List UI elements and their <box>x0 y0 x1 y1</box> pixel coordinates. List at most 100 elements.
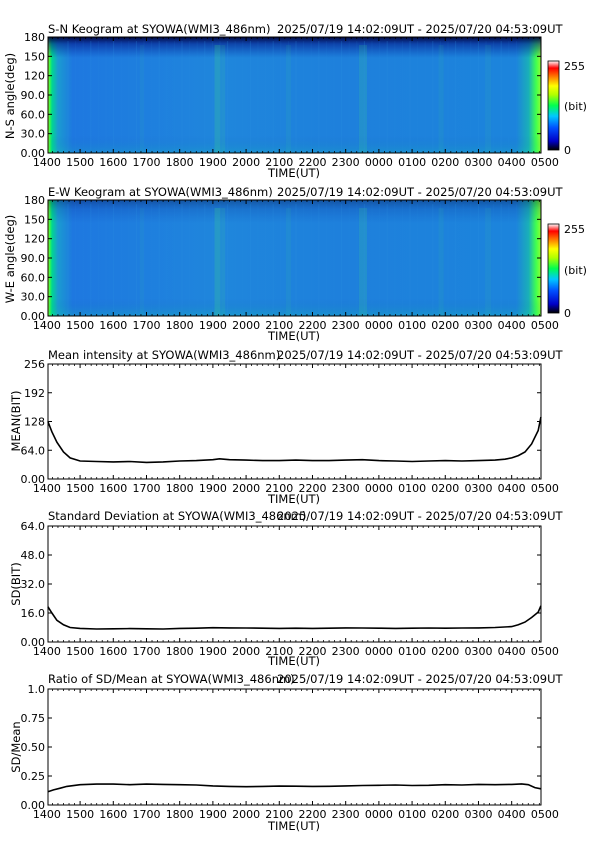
sn-keogram-x-tick-label: 0300 <box>464 156 492 169</box>
sn-keogram-x-tick-label: 2100 <box>265 156 293 169</box>
sn-keogram-time-range: 2025/07/19 14:02:09UT - 2025/07/20 04:53… <box>277 22 563 36</box>
sn-keogram-x-tick-label: 1700 <box>132 156 160 169</box>
sd-mean-ratio-x-axis: 1400 1500 1600 1700 1800 1900 2000 2100 2200 2300… <box>33 689 559 821</box>
sn-keogram-x-tick-label: 0000 <box>365 156 393 169</box>
sd-mean-ratio-x-tick-label: 1900 <box>199 808 227 821</box>
std-dev-x-tick-label: 0200 <box>431 645 459 658</box>
sd-mean-ratio-x-tick-label: 0500 <box>531 808 559 821</box>
mean-intensity-x-tick-label: 1900 <box>199 482 227 495</box>
keogram-emission-stripe <box>285 208 291 316</box>
sn-keogram-x-tick-label: 2300 <box>332 156 360 169</box>
mean-intensity-x-tick-label: 0500 <box>531 482 559 495</box>
ew-keogram-time-range: 2025/07/19 14:02:09UT - 2025/07/20 04:53… <box>277 185 563 199</box>
std-dev-y-axis: 0.00 16.0 32.0 48.0 64.0 <box>21 520 541 649</box>
ew-keogram-x-tick-label: 0100 <box>398 319 426 332</box>
sd-mean-ratio-x-tick-label: 1700 <box>132 808 160 821</box>
sd-mean-ratio-y-tick-label: 0.50 <box>21 741 46 754</box>
std-dev-y-tick-label: 16.0 <box>21 607 46 620</box>
ew-keogram-x-tick-label: 1800 <box>166 319 194 332</box>
ew-keogram-x-tick-label: 1600 <box>99 319 127 332</box>
sd-mean-ratio-x-tick-label: 2300 <box>332 808 360 821</box>
std-dev-x-tick-label: 1900 <box>199 645 227 658</box>
mean-intensity-y-label: MEAN(BIT) <box>9 391 23 452</box>
ew-keogram-x-tick-label: 2000 <box>232 319 260 332</box>
std-dev-series-line <box>47 605 542 630</box>
mean-intensity-x-tick-label: 2300 <box>332 482 360 495</box>
sd-mean-ratio-x-tick-label: 0200 <box>431 808 459 821</box>
sd-mean-ratio-x-tick-label: 0000 <box>365 808 393 821</box>
sd-mean-ratio-x-tick-label: 1800 <box>166 808 194 821</box>
sn-keogram-y-label: N-S angle(deg) <box>3 53 17 139</box>
ew-keogram-x-tick-label: 0500 <box>531 319 559 332</box>
std-dev-y-label: SD(BIT) <box>9 562 23 605</box>
sn-colorbar-min-label: 0 <box>564 144 571 157</box>
std-dev-y-tick-label: 48.0 <box>21 549 46 562</box>
ew-keogram-shading <box>48 200 541 316</box>
sn-keogram-x-axis: 1400 1500 1600 1700 1800 1900 2000 2100 2200 2300… <box>33 37 559 169</box>
mean-intensity-x-tick-label: 1600 <box>99 482 127 495</box>
sd-mean-ratio-x-tick-label: 2000 <box>232 808 260 821</box>
sn-keogram-title: S-N Keogram at SYOWA(WMI3_486nm) <box>48 22 270 36</box>
ew-keogram-y-tick-label: 90.0 <box>21 252 46 265</box>
mean-intensity-series-line <box>47 416 542 464</box>
std-dev-y-tick-label: 32.0 <box>21 578 46 591</box>
ew-keogram-y-tick-label: 150 <box>24 213 45 226</box>
ew-keogram-y-tick-label: 180 <box>24 194 45 207</box>
sn-colorbar-max-label: 255 <box>564 60 585 73</box>
mean-intensity-x-tick-label: 0200 <box>431 482 459 495</box>
ew-colorbar-unit-label: (bit) <box>564 264 587 277</box>
sn-keogram-x-tick-label: 2000 <box>232 156 260 169</box>
mean-intensity-y-tick-label: 192 <box>24 387 45 400</box>
std-dev-panel: Standard Deviation at SYOWA(WMI3_486nm) … <box>9 509 563 668</box>
keogram-emission-stripe <box>358 45 367 153</box>
mean-intensity-x-tick-label: 2000 <box>232 482 260 495</box>
sn-keogram-y-axis: 0.00 30.0 60.0 90.0 120 150 180 <box>21 31 541 160</box>
sn-colorbar-unit-label: (bit) <box>564 100 587 113</box>
keogram-emission-stripe <box>221 208 226 316</box>
sd-mean-ratio-y-axis: 0.00 0.25 0.50 0.75 1.0 <box>21 683 541 812</box>
keogram-emission-stripe <box>214 208 221 316</box>
sn-keogram-x-tick-label: 1500 <box>66 156 94 169</box>
sn-keogram-x-tick-label: 2200 <box>298 156 326 169</box>
ew-keogram-x-tick-label: 1900 <box>199 319 227 332</box>
ew-keogram-x-tick-label: 1400 <box>33 319 61 332</box>
keogram-emission-stripe <box>139 208 144 316</box>
sn-keogram-texture <box>67 41 517 153</box>
sn-keogram-panel: S-N Keogram at SYOWA(WMI3_486nm) 2025/07… <box>3 22 587 180</box>
mean-intensity-x-tick-label: 0000 <box>365 482 393 495</box>
ew-keogram-title: E-W Keogram at SYOWA(WMI3_486nm) <box>48 185 273 199</box>
sd-mean-ratio-frame <box>47 688 542 806</box>
std-dev-y-tick-label: 0.00 <box>21 636 46 649</box>
ew-keogram-y-tick-label: 120 <box>24 233 45 246</box>
sd-mean-ratio-x-tick-label: 2200 <box>298 808 326 821</box>
ew-keogram-x-tick-label: 1500 <box>66 319 94 332</box>
mean-intensity-time-range: 2025/07/19 14:02:09UT - 2025/07/20 04:53… <box>277 348 563 362</box>
ew-keogram-x-label: TIME(UT) <box>267 329 320 343</box>
mean-intensity-x-tick-label: 1800 <box>166 482 194 495</box>
ew-keogram-texture <box>67 204 517 316</box>
ew-keogram-x-tick-label: 2200 <box>298 319 326 332</box>
sd-mean-ratio-series-line <box>47 783 542 793</box>
mean-intensity-y-tick-label: 0.00 <box>21 473 46 486</box>
ew-keogram-x-tick-label: 0300 <box>464 319 492 332</box>
ew-keogram-x-tick-label: 1700 <box>132 319 160 332</box>
std-dev-x-tick-label: 0000 <box>365 645 393 658</box>
sd-mean-ratio-y-label: SD/Mean <box>9 721 23 772</box>
sd-mean-ratio-y-tick-label: 0.25 <box>21 770 46 783</box>
std-dev-frame <box>47 525 542 643</box>
keogram-emission-stripe <box>438 45 444 153</box>
sn-keogram-x-tick-label: 1600 <box>99 156 127 169</box>
ew-keogram-x-tick-label: 0000 <box>365 319 393 332</box>
sn-keogram-x-label: TIME(UT) <box>267 166 320 180</box>
keogram-emission-stripe <box>139 45 144 153</box>
keogram-emission-stripe <box>485 45 492 153</box>
ew-colorbar-max-label: 255 <box>564 223 585 236</box>
std-dev-x-tick-label: 1800 <box>166 645 194 658</box>
sn-keogram-y-tick-label: 30.0 <box>21 128 46 141</box>
mean-intensity-panel: Mean intensity at SYOWA(WMI3_486nm) 2025… <box>9 348 563 506</box>
mean-intensity-x-tick-label: 0300 <box>464 482 492 495</box>
sn-keogram-y-tick-label: 120 <box>24 70 45 83</box>
sd-mean-ratio-x-tick-label: 0300 <box>464 808 492 821</box>
mean-intensity-title: Mean intensity at SYOWA(WMI3_486nm) <box>48 348 280 362</box>
keogram-emission-stripe <box>221 45 226 153</box>
